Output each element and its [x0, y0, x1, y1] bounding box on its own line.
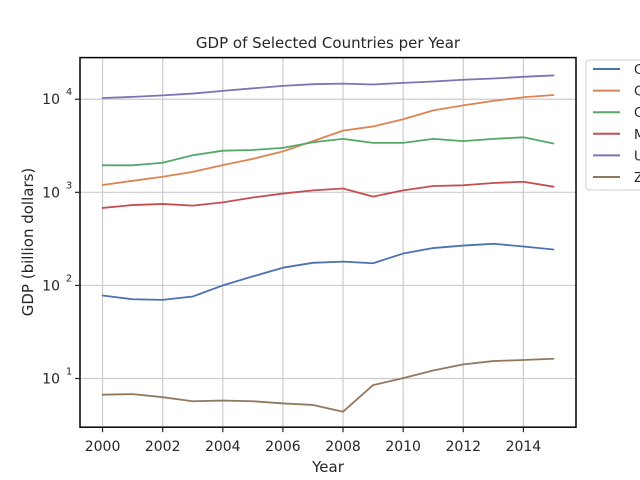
x-tick-label: 2004 — [205, 439, 241, 455]
x-tick-label: 2014 — [506, 439, 542, 455]
y-tick-exponent: 3 — [66, 180, 72, 191]
series-line-5 — [101, 357, 555, 413]
legend-label: C — [634, 63, 640, 78]
x-axis-ticks: 2000 2002 2004 2006 2008 2010 2012 2014 — [85, 427, 542, 455]
legend-frame — [585, 59, 640, 191]
legend-label: Z — [634, 171, 640, 186]
y-tick-base: 10 — [42, 92, 60, 108]
y-tick-base: 10 — [42, 372, 60, 388]
legend-label: C — [634, 85, 640, 100]
x-tick-label: 2000 — [85, 439, 121, 455]
legend-label: M — [634, 128, 640, 143]
y-tick-exponent: 1 — [66, 367, 72, 378]
chart-title: GDP of Selected Countries per Year — [196, 34, 461, 52]
series-line-3 — [101, 180, 555, 209]
y-axis-title: GDP (billion dollars) — [19, 168, 37, 317]
grid — [80, 57, 576, 428]
series-line-4 — [101, 74, 555, 99]
y-tick-label: 10 1 — [42, 367, 72, 388]
x-tick-label: 2012 — [445, 439, 481, 455]
y-tick-label: 10 2 — [42, 273, 72, 294]
y-tick-exponent: 4 — [66, 87, 72, 98]
y-tick-base: 10 — [42, 185, 60, 201]
plot-frame — [79, 56, 577, 428]
y-tick-base: 10 — [42, 278, 60, 294]
x-tick-label: 2002 — [145, 439, 181, 455]
y-tick-exponent: 2 — [66, 273, 72, 284]
y-axis-ticks: 10 1 10 2 10 3 10 4 — [42, 87, 80, 388]
x-axis-title: Year — [311, 458, 345, 476]
legend-label: C — [634, 106, 640, 121]
series-line-0 — [101, 242, 555, 301]
x-tick-label: 2010 — [385, 439, 421, 455]
x-tick-label: 2006 — [265, 439, 301, 455]
y-tick-label: 10 3 — [42, 180, 72, 201]
y-tick-label: 10 4 — [42, 87, 72, 108]
series-line-2 — [101, 136, 555, 167]
legend-label: U — [634, 149, 640, 164]
series-line-1 — [101, 94, 555, 186]
x-tick-label: 2008 — [325, 439, 361, 455]
series-lines — [101, 74, 555, 413]
